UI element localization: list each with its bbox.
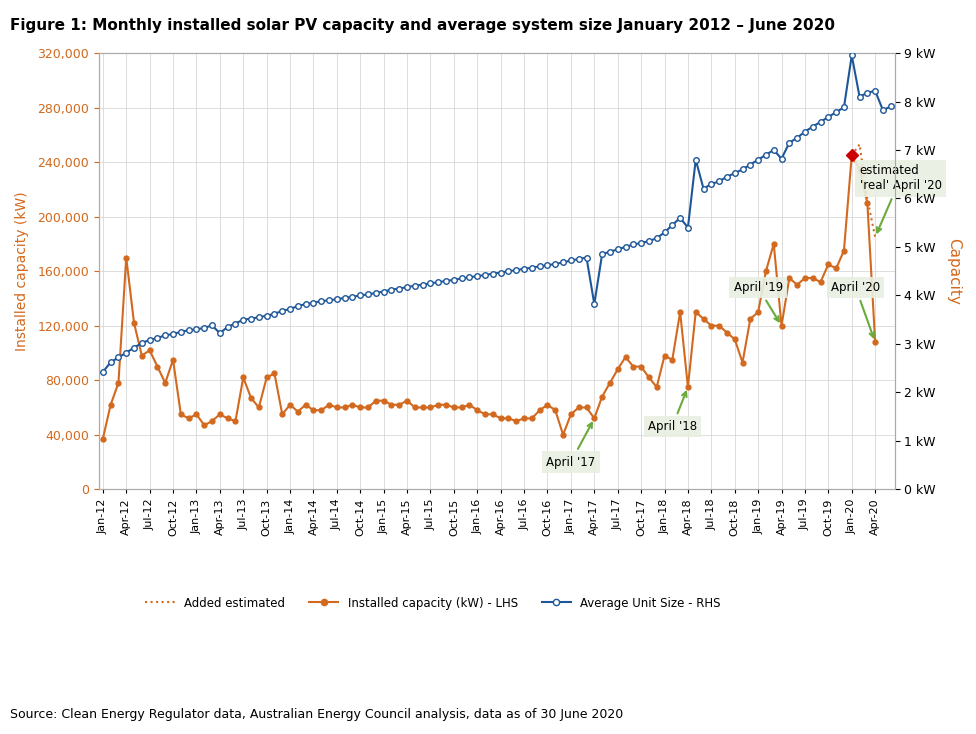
Legend: Added estimated, Installed capacity (kW) - LHS, Average Unit Size - RHS: Added estimated, Installed capacity (kW)… (141, 592, 726, 614)
Text: April '17: April '17 (547, 423, 595, 468)
Y-axis label: Installed capacity (kW): Installed capacity (kW) (15, 192, 29, 351)
Y-axis label: Capacity: Capacity (946, 238, 961, 305)
Text: estimated
'real' April '20: estimated 'real' April '20 (860, 164, 942, 233)
Text: Source: Clean Energy Regulator data, Australian Energy Council analysis, data as: Source: Clean Energy Regulator data, Aus… (10, 708, 623, 721)
Text: April '18: April '18 (648, 392, 697, 433)
Text: April '20: April '20 (832, 281, 880, 337)
Text: April '19: April '19 (734, 281, 783, 321)
Text: Figure 1: Monthly installed solar PV capacity and average system size January 20: Figure 1: Monthly installed solar PV cap… (10, 18, 834, 33)
